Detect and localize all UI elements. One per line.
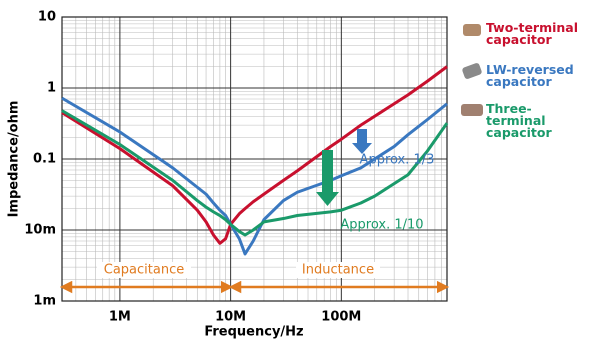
annotation: Approx. 1/10	[340, 218, 423, 233]
label-bg	[97, 262, 191, 278]
annotation: Approx. 1/3	[360, 153, 435, 168]
x-tick-label: 10M	[215, 310, 246, 325]
plot-frame	[61, 16, 448, 302]
legend-icon	[462, 63, 482, 79]
x-axis-label: Frequency/Hz	[204, 325, 303, 339]
y-tick-label: 1m	[33, 294, 56, 309]
arrow	[316, 150, 339, 206]
legend-icon	[463, 24, 481, 36]
y-axis-label: Impedance/ohm	[7, 101, 22, 218]
annotation: Inductance	[302, 263, 374, 278]
series-line	[61, 65, 448, 245]
legend-icon	[461, 104, 483, 116]
series-line	[61, 96, 448, 256]
y-tick-label: 10	[38, 10, 56, 25]
arrow	[352, 129, 372, 154]
legend-entry: Three-terminal capacitor	[486, 101, 552, 140]
legend-entry: LW-reversed capacitor	[486, 62, 574, 89]
legend-entry: Two-terminal capacitor	[486, 20, 579, 47]
x-tick-label: 100M	[321, 310, 361, 325]
x-tick-label: 1M	[109, 310, 131, 325]
y-tick-label: 1	[47, 81, 56, 96]
label-bg	[296, 262, 380, 278]
annotation: Capacitance	[104, 263, 184, 278]
series-line	[61, 109, 449, 237]
y-tick-label: 0.1	[33, 152, 56, 167]
y-tick-label: 10m	[24, 223, 56, 238]
